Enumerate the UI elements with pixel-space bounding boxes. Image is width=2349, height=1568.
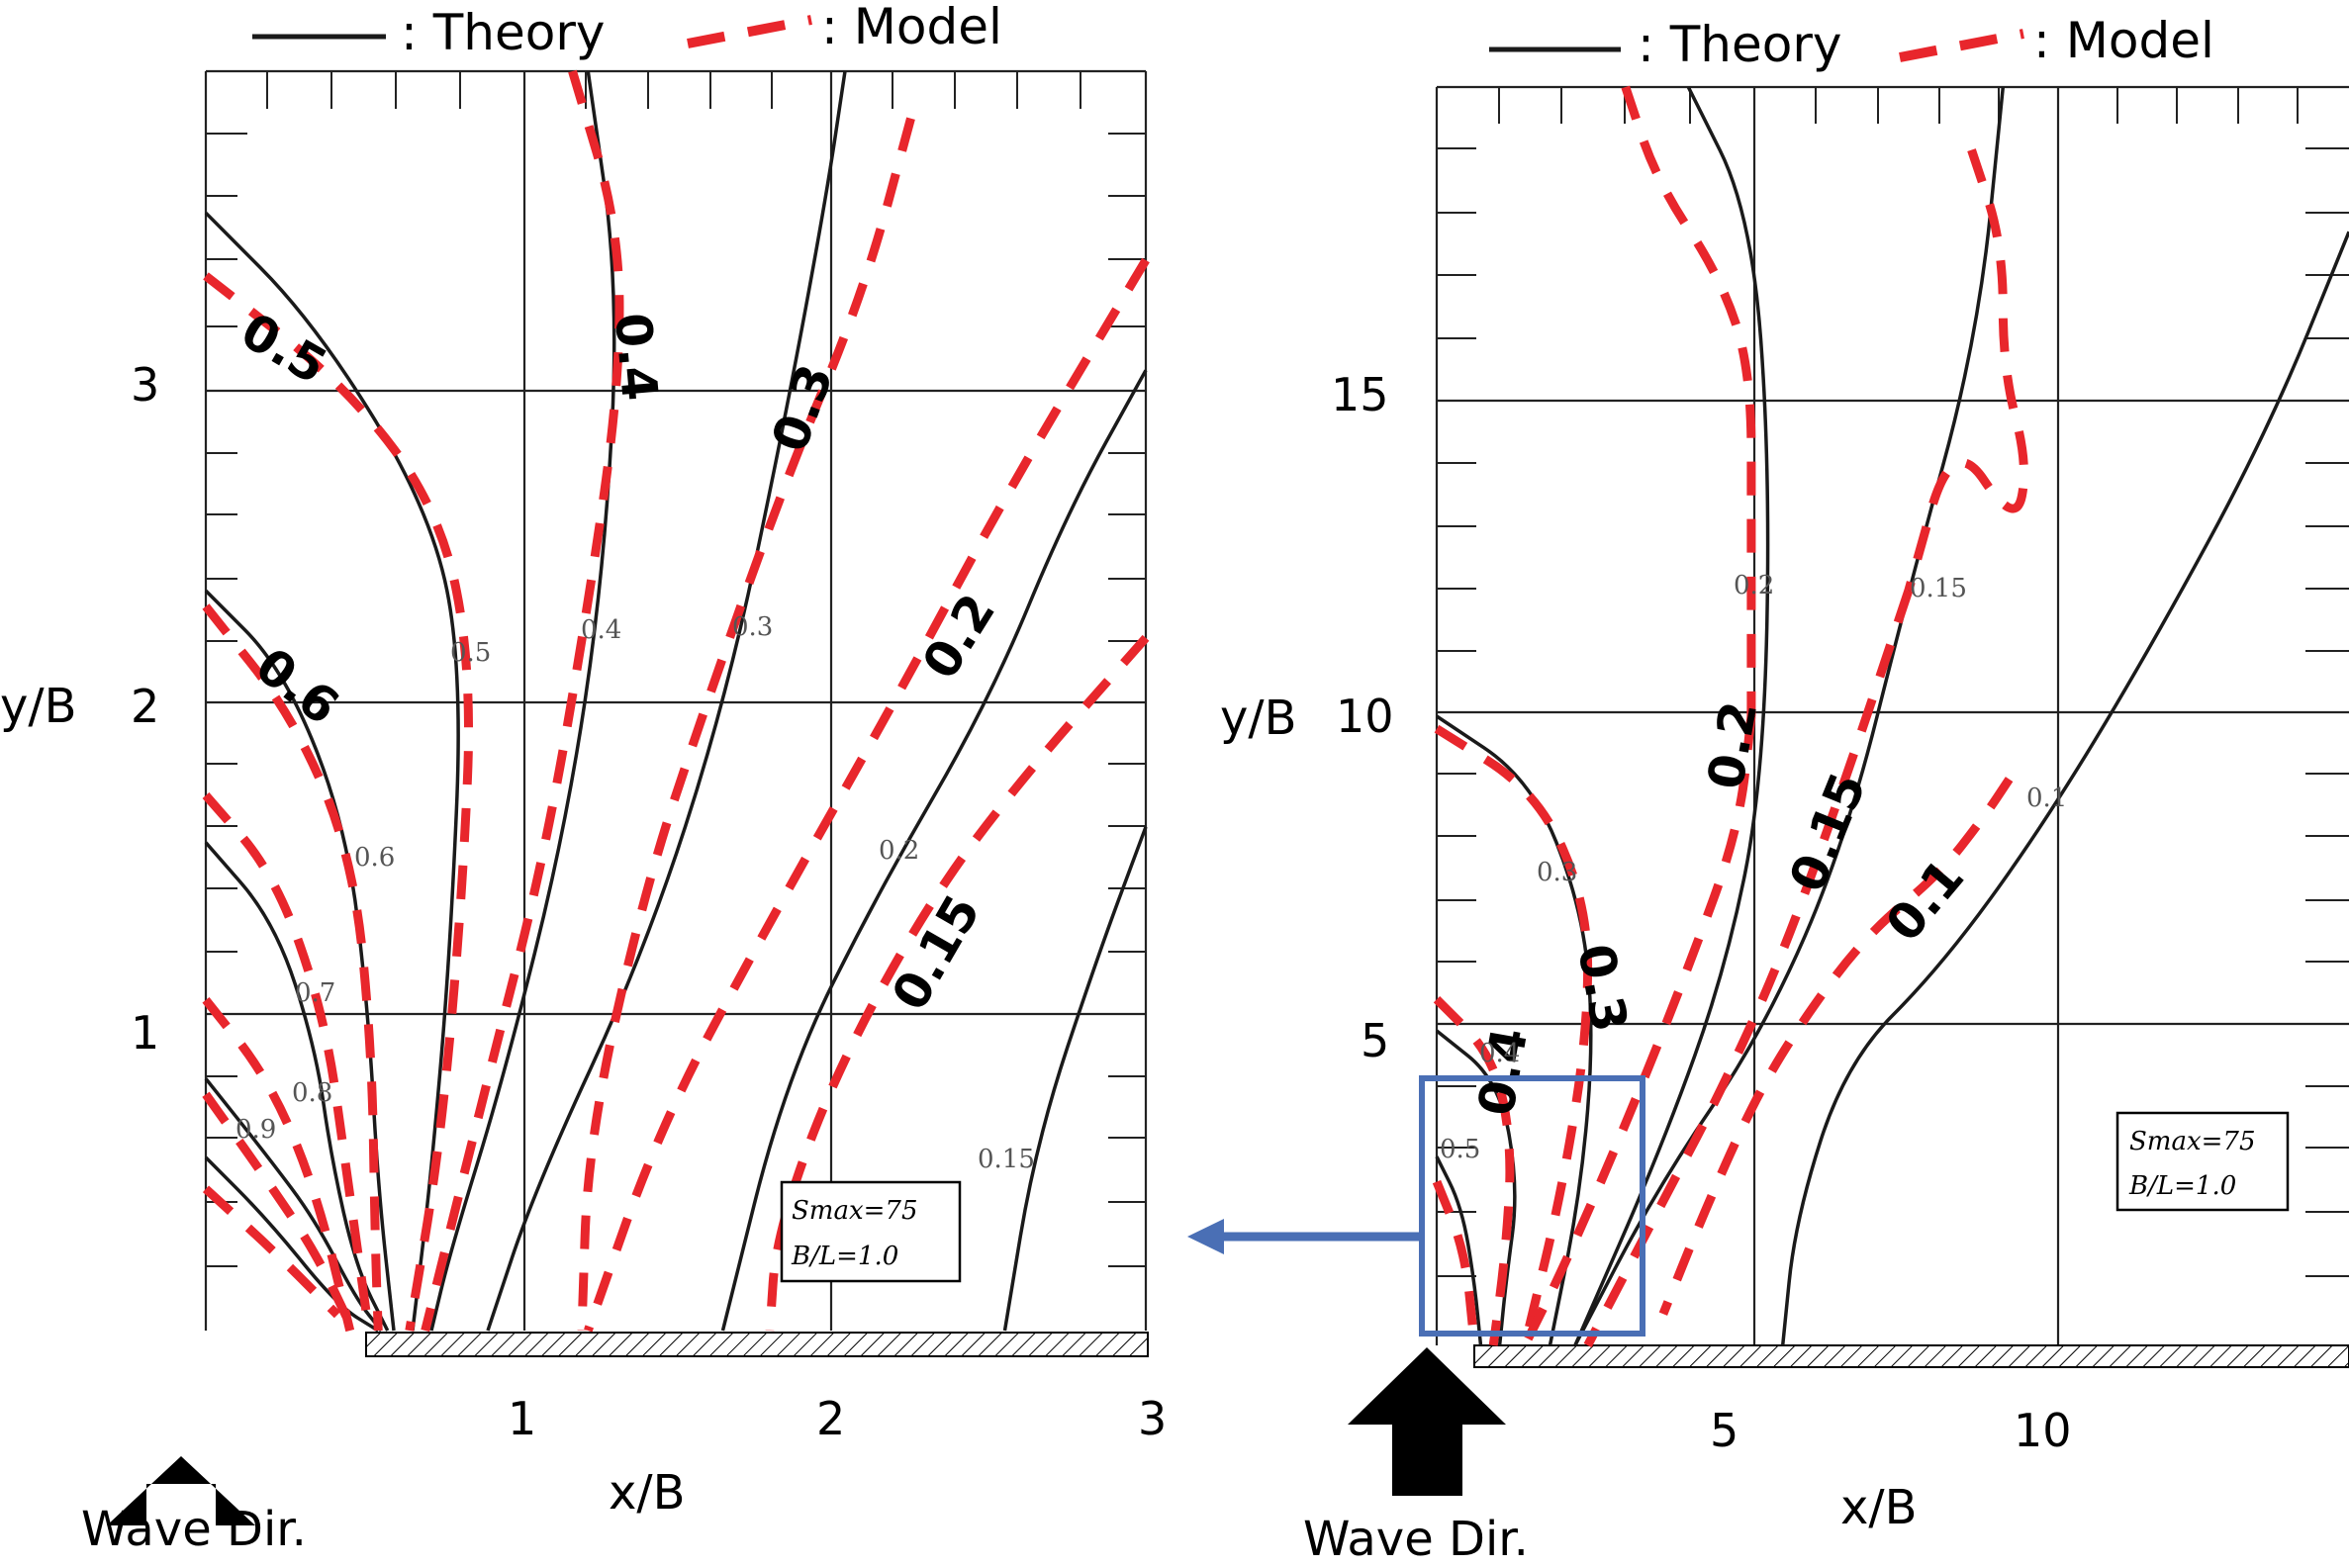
right-breakwater	[1473, 1344, 2349, 1368]
left-theory-line-2	[204, 841, 390, 1332]
left-x-tick-2: 2	[816, 1392, 845, 1445]
left-x-tick-3: 3	[1138, 1392, 1167, 1445]
left-param-line1: Smax=75	[792, 1196, 918, 1226]
left-theory-line-1	[204, 1077, 383, 1333]
left-theory-label-02: 0.2	[879, 836, 919, 866]
right-y-tick-15: 15	[1331, 368, 1389, 421]
highlight-box	[1419, 1075, 1645, 1337]
right-series-group	[1432, 85, 2349, 1348]
left-y-tick-3: 3	[131, 358, 159, 412]
left-wave-arrow-icon	[107, 1456, 255, 1525]
left-theory-label-07: 0.7	[295, 978, 335, 1008]
left-model-line-9	[202, 1185, 341, 1319]
right-model-line-11	[1904, 148, 2028, 593]
left-model-line-11	[202, 996, 355, 1333]
right-theory-label-02: 0.2	[1734, 571, 1774, 600]
left-breakwater	[365, 1332, 1149, 1357]
right-model-line-13	[1658, 777, 2014, 1316]
left-theory-label-015: 0.15	[978, 1145, 1035, 1174]
left-model-line-17	[584, 257, 1150, 1333]
right-param-box	[2115, 1111, 2290, 1212]
connector-arrow	[1187, 1219, 1422, 1254]
left-theory-label-08: 0.8	[292, 1078, 332, 1108]
right-model-label-015: 0.15	[1778, 765, 1877, 899]
left-theory-line-6	[486, 70, 847, 1332]
left-grid	[204, 69, 1148, 1331]
right-theory-label-01: 0.1	[2026, 784, 2067, 813]
left-theory-line-4	[204, 211, 460, 1332]
left-model-label-02: 0.2	[911, 585, 1006, 690]
right-y-tick-10: 10	[1336, 690, 1394, 743]
left-model-line-12	[202, 792, 374, 1332]
left-model-line-10	[202, 1091, 357, 1333]
left-theory-label-06: 0.6	[354, 843, 395, 873]
right-model-line-7	[1433, 996, 1515, 1346]
legend-model-label: : Model	[821, 0, 1002, 55]
legend-left: : Theory : Model	[252, 0, 1002, 61]
left-theory-label-05: 0.5	[450, 638, 491, 668]
left-series-group	[202, 69, 1150, 1333]
right-minor-ticks	[1437, 87, 2349, 1277]
right-theory-line-1	[1435, 1029, 1517, 1346]
right-model-line-12	[1583, 589, 1914, 1348]
right-theory-label-03: 0.3	[1537, 858, 1577, 887]
right-model-line-10	[1520, 715, 1756, 1348]
right-model-label-03: 0.3	[1566, 940, 1639, 1036]
left-y-tick-1: 1	[131, 1006, 159, 1060]
connector-arrow-head	[1187, 1219, 1224, 1254]
left-theory-label-03: 0.3	[732, 612, 773, 642]
right-x-tick-10: 10	[2014, 1404, 2072, 1457]
right-param-line1: Smax=75	[2129, 1127, 2256, 1156]
left-model-label-05: 0.5	[232, 302, 336, 396]
left-param-line2: B/L=1.0	[791, 1242, 898, 1271]
left-model-label-04: 0.4	[604, 311, 668, 403]
right-theory-line-4	[1573, 86, 2006, 1346]
right-theory-line-5	[1780, 231, 2349, 1346]
left-param-box	[780, 1180, 962, 1283]
legend-theory-label-right: : Theory	[1638, 16, 1841, 73]
right-theory-label-05: 0.5	[1440, 1135, 1480, 1164]
left-model-line-18	[765, 634, 1150, 1332]
right-panel: : Theory : Model	[1187, 12, 2349, 1567]
right-theory-line-0	[1435, 1155, 1483, 1346]
left-y-tick-2: 2	[131, 680, 159, 733]
right-param-line2: B/L=1.0	[2128, 1171, 2236, 1201]
right-x-tick-5: 5	[1710, 1404, 1738, 1457]
right-theory-line-3	[1573, 86, 1770, 1346]
left-model-label-06: 0.6	[245, 637, 350, 736]
legend-theory-label: : Theory	[401, 4, 605, 61]
left-theory-line-8	[1002, 826, 1148, 1332]
right-model-line-6	[1432, 1179, 1479, 1346]
left-theory-label-09: 0.9	[235, 1115, 276, 1145]
right-x-label: x/B	[1840, 1480, 1918, 1535]
left-x-tick-1: 1	[508, 1392, 536, 1445]
legend-model-swatch	[687, 15, 812, 48]
legend-right: : Theory : Model	[1489, 12, 2214, 73]
left-theory-label-04: 0.4	[581, 615, 621, 645]
right-theory-label-04: 0.4	[1479, 1039, 1520, 1068]
left-model-label-015: 0.15	[881, 885, 991, 1020]
right-wave-dir-label: Wave Dir.	[1303, 1512, 1529, 1567]
right-model-line-8	[1434, 724, 1593, 1347]
right-y-tick-5: 5	[1361, 1014, 1389, 1067]
left-model-line-15	[421, 69, 624, 1333]
legend-model-label-right: : Model	[2033, 12, 2214, 69]
left-panel: : Theory : Model	[0, 0, 1167, 1557]
right-theory-label-015: 0.15	[1910, 574, 1967, 603]
left-theory-line-7	[720, 369, 1148, 1332]
legend-model-swatch-right	[1899, 29, 2024, 62]
right-wave-arrow-icon	[1348, 1347, 1506, 1496]
right-model-line-9	[1621, 85, 1756, 716]
left-minor-ticks	[206, 71, 1146, 1267]
left-wave-dir-label: Wave Dir.	[81, 1502, 307, 1557]
left-y-label: y/B	[0, 679, 77, 734]
left-x-label: x/B	[609, 1465, 686, 1521]
left-model-line-16	[577, 117, 915, 1332]
right-y-label: y/B	[1220, 691, 1297, 746]
left-model-line-14	[203, 272, 474, 1332]
